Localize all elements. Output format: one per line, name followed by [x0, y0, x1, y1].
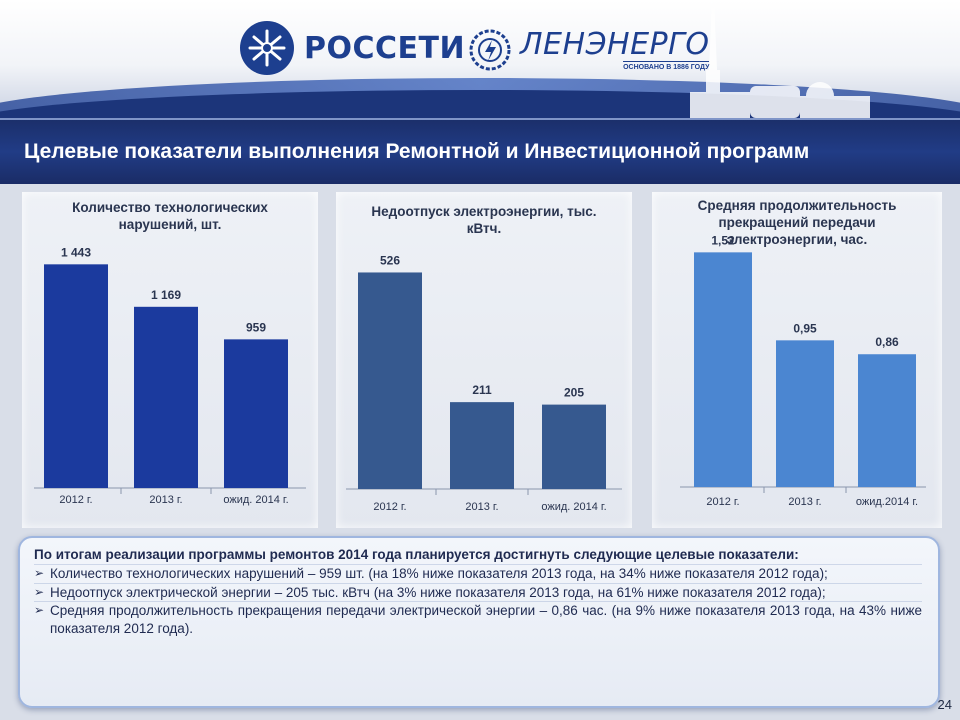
page-number: 24 [937, 697, 952, 712]
lenenergo-logo: ЛЕНЭНЕРГО ОСНОВАНО В 1886 ГОДУ [468, 24, 710, 76]
x-tick-label: ожид.2014 г. [856, 496, 918, 508]
chart-undersupply: 526 2012 г. 211 2013 г. 205 ожид. 2014 г. [346, 253, 622, 513]
summary-item: ➢ Количество технологических нарушений –… [34, 564, 922, 583]
bar [134, 306, 198, 488]
chart-violations: 1 443 2012 г. 1 169 2013 г. 959 ожид. 2014 г. [34, 245, 306, 506]
x-tick-label: 2012 г. [706, 496, 739, 508]
arrow-bullet-icon: ➢ [34, 603, 45, 617]
chart-duration: 1,52 2012 г. 0,95 2013 г. 0,86 ожид.2014 г. [680, 233, 926, 508]
x-tick-label: 2013 г. [465, 501, 498, 513]
bar [358, 272, 422, 489]
bar [776, 340, 834, 487]
chart-panel-violations: Количество технологических нарушений, шт… [22, 192, 318, 528]
summary-item: ➢ Недоотпуск электрической энергии – 205… [34, 582, 922, 602]
page-title: Целевые показатели выполнения Ремонтной … [24, 140, 810, 163]
rosseti-logo-text: РОССЕТИ [304, 30, 466, 66]
chart-panel-undersupply: Недоотпуск электроэнергии, тыс. кВтч. 52… [336, 192, 632, 528]
summary-item-text: Недоотпуск электрической энергии – 205 т… [50, 584, 826, 600]
bar-value-label: 526 [380, 253, 400, 267]
summary-item-text: Средняя продолжительность прекращения пе… [50, 603, 922, 636]
x-tick-label: 2012 г. [373, 501, 406, 513]
summary-box: По итогам реализации программы ремонтов … [18, 536, 940, 708]
summary-list: ➢ Количество технологических нарушений –… [34, 564, 922, 637]
bar [858, 354, 916, 487]
bar-value-label: 211 [472, 383, 492, 397]
title-bar: Целевые показатели выполнения Ремонтной … [0, 118, 960, 184]
x-tick-label: 2013 г. [788, 496, 821, 508]
bar [44, 264, 108, 488]
lenenergo-emblem-icon [469, 29, 511, 71]
bar [694, 252, 752, 487]
x-tick-label: 2013 г. [149, 494, 182, 506]
bar-value-label: 1 169 [151, 288, 181, 302]
chart-title-undersupply: Недоотпуск электроэнергии, тыс. кВтч. [371, 204, 597, 236]
x-tick-label: ожид. 2014 г. [223, 494, 288, 506]
bar-value-label: 0,86 [875, 335, 899, 349]
lenenergo-tagline: ОСНОВАНО В 1886 ГОДУ [623, 61, 710, 71]
bar [224, 339, 288, 488]
x-tick-label: ожид. 2014 г. [541, 501, 606, 513]
rosseti-emblem-icon [240, 21, 294, 75]
bar-value-label: 1,52 [711, 233, 735, 247]
bar-value-label: 959 [246, 320, 266, 334]
bar-value-label: 205 [564, 386, 584, 400]
summary-item-text: Количество технологических нарушений – 9… [50, 566, 828, 581]
peter-paul-spire-icon [690, 0, 870, 118]
bar-value-label: 1 443 [61, 245, 91, 259]
x-tick-label: 2012 г. [59, 494, 92, 506]
header-banner: РОССЕТИ ЛЕНЭНЕРГО ОСНОВАНО В 1886 ГОДУ [0, 0, 960, 118]
arrow-bullet-icon: ➢ [34, 584, 45, 599]
chart-title-violations: Количество технологических нарушений, шт… [72, 200, 268, 232]
rosseti-logo: РОССЕТИ [240, 20, 465, 76]
chart-panel-duration: Средняя продолжительность прекращений пе… [652, 192, 942, 528]
arrow-bullet-icon: ➢ [34, 566, 45, 580]
bar [542, 404, 606, 489]
lenenergo-logo-text: ЛЕНЭНЕРГО [520, 27, 710, 62]
summary-item: ➢ Средняя продолжительность прекращения … [34, 601, 922, 637]
bar [450, 402, 514, 489]
summary-lead: По итогам реализации программы ремонтов … [34, 547, 799, 562]
chart-title-duration: Средняя продолжительность прекращений пе… [697, 198, 897, 247]
bar-value-label: 0,95 [793, 321, 817, 335]
